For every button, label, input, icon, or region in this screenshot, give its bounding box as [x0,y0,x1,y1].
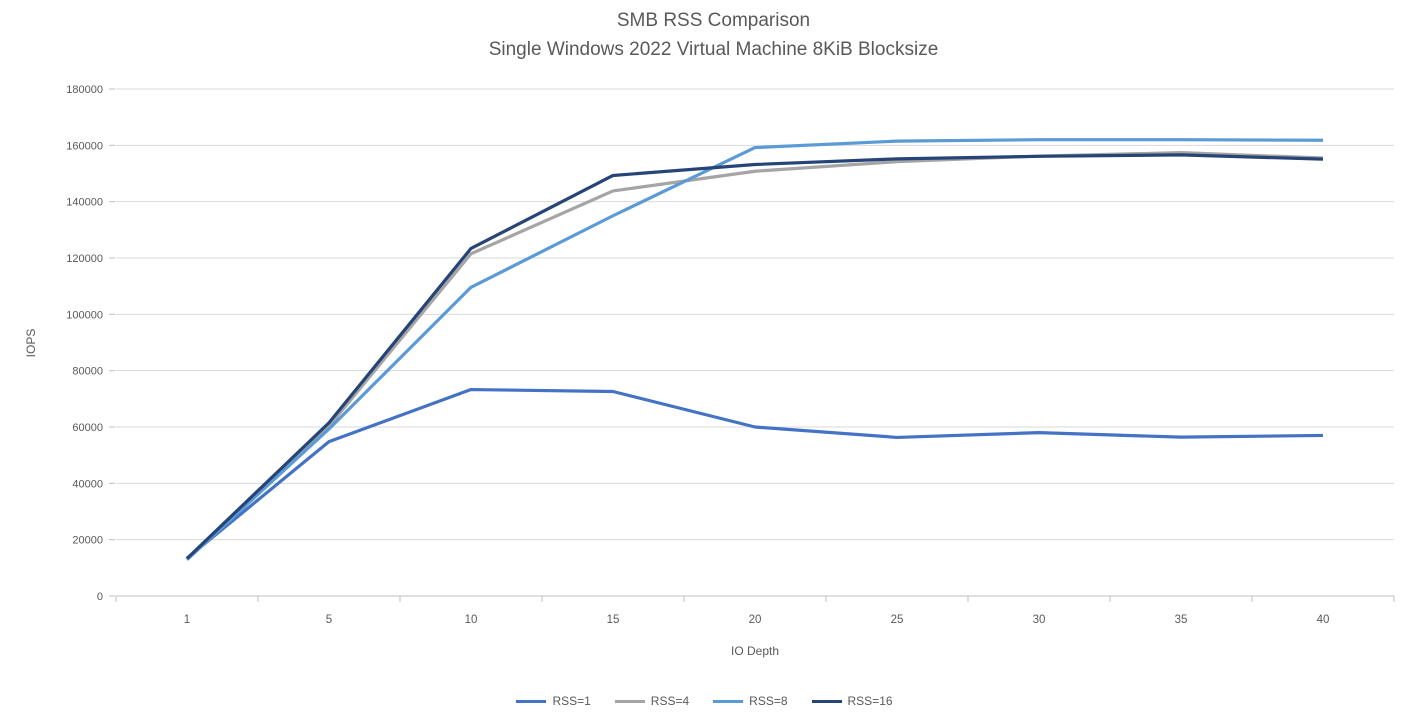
y-axis-title: IOPS [24,328,38,358]
series-line-rss-16 [185,153,1324,560]
x-tick-label-35: 35 [1175,614,1188,626]
chart-title: SMB RSS Comparison [616,10,811,31]
y-tick-label-140000: 140000 [66,197,103,209]
x-tick-label-30: 30 [1033,614,1046,626]
series-line-rss-8 [185,138,1324,561]
y-tick-label-180000: 180000 [66,84,103,96]
y-tick-label-100000: 100000 [66,309,103,321]
y-tick-label-80000: 80000 [72,366,103,378]
legend-label-rss-8: RSS=8 [749,694,788,708]
x-tick-label-5: 5 [326,614,332,626]
legend-swatch-rss-8 [713,699,744,703]
x-tick-label-25: 25 [891,614,904,626]
y-tick-label-60000: 60000 [72,422,103,434]
chart-subtitle: Single Windows 2022 Virtual Machine 8KiB… [488,39,939,60]
y-tick-label-160000: 160000 [66,140,103,152]
y-tick-label-40000: 40000 [72,478,103,490]
x-tick-label-15: 15 [607,614,620,626]
x-tick-label-20: 20 [749,614,762,626]
legend-swatch-rss-4 [614,699,645,703]
legend-item-rss-8: RSS=8 [713,694,788,708]
y-tick-label-120000: 120000 [66,253,103,265]
legend-label-rss-16: RSS=16 [847,694,893,708]
legend-label-rss-4: RSS=4 [650,694,690,708]
legend: RSS=1 RSS=4 RSS=8 RSS=16 [0,694,1409,708]
x-tick-label-40: 40 [1317,614,1330,626]
chart-title-block: SMB RSS Comparison Single Windows 2022 V… [9,6,1409,64]
x-tick-label-10: 10 [465,614,478,626]
legend-item-rss-1: RSS=1 [516,694,591,708]
legend-swatch-rss-1 [516,699,547,703]
y-tick-label-0: 0 [97,591,103,603]
y-tick-label-20000: 20000 [72,535,103,547]
legend-item-rss-16: RSS=16 [811,694,893,708]
legend-label-rss-1: RSS=1 [552,694,591,708]
legend-swatch-rss-16 [811,699,842,703]
legend-item-rss-4: RSS=4 [614,694,690,708]
x-axis-title: IO Depth [730,644,780,658]
x-tick-label-1: 1 [184,614,190,626]
series-line-rss-4 [185,151,1324,561]
series-line-rss-1 [185,387,1324,560]
